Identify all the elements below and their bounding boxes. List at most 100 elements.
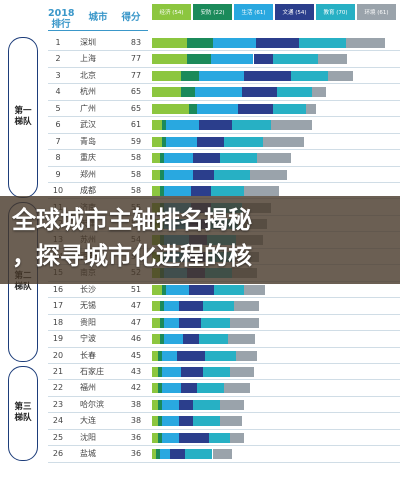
stacked-bar: [152, 383, 396, 394]
bar-segment: [212, 38, 257, 48]
table-row: 25 沈阳 36: [48, 430, 400, 447]
bar-segment: [202, 367, 231, 377]
bar-segment: [161, 399, 180, 410]
bar-segment: [210, 54, 254, 65]
city-cell: 长春: [80, 350, 96, 360]
score-cell: 47: [130, 317, 142, 327]
bar-segment: [189, 103, 197, 114]
bar-segment: [159, 301, 164, 312]
bar-segment: [228, 334, 256, 345]
stacked-bar: [152, 284, 396, 295]
bar-segment: [159, 153, 164, 164]
bar-segment: [191, 186, 211, 197]
table-row: 18 贵阳 47: [48, 315, 400, 332]
bar-segment: [273, 54, 318, 65]
bar-segment: [163, 169, 193, 180]
city-header: 城市: [88, 12, 108, 23]
legend-entry: 安防 (22): [193, 4, 232, 20]
bar-segment: [208, 432, 231, 443]
bar-segment: [214, 169, 250, 180]
bar-segment: [161, 383, 182, 394]
bar-segment: [163, 317, 180, 328]
bar-segment: [243, 186, 279, 197]
table-row: 22 福州 42: [48, 380, 400, 397]
legend-entry: 教育 (70): [316, 4, 355, 20]
stacked-bar: [152, 153, 396, 164]
row-divider: [48, 412, 400, 414]
bar-segment: [159, 334, 164, 345]
city-cell: 北京: [80, 70, 96, 80]
bar-segment: [163, 334, 184, 345]
bar-segment: [299, 38, 347, 48]
rank-cell: 9: [55, 169, 61, 179]
headline-line-2: ，探寻城市化进程的核: [12, 242, 252, 270]
bar-segment: [152, 317, 160, 328]
bar-segment: [210, 186, 244, 197]
city-cell: 哈尔滨: [80, 399, 104, 409]
table-row: 3 北京 77: [48, 68, 400, 85]
bar-segment: [181, 383, 197, 394]
rank-cell: 17: [52, 301, 64, 311]
bar-segment: [152, 38, 188, 48]
bar-segment: [157, 416, 162, 427]
legend-entry: 环境 (61): [357, 4, 396, 20]
row-divider: [48, 66, 400, 68]
city-cell: 深圳: [80, 38, 96, 47]
table-row: 24 大连 38: [48, 413, 400, 430]
bar-segment: [196, 136, 225, 147]
stacked-bar: [152, 87, 396, 98]
bar-segment: [257, 153, 291, 164]
row-divider: [48, 346, 400, 348]
bar-segment: [152, 87, 182, 98]
bar-segment: [165, 284, 190, 295]
score-cell: 36: [130, 432, 142, 442]
row-divider: [48, 313, 400, 315]
score-header: 得分: [121, 12, 141, 23]
city-cell: 郑州: [80, 169, 96, 179]
city-cell: 杭州: [80, 87, 96, 97]
bar-segment: [159, 449, 170, 460]
bar-segment: [185, 449, 213, 460]
row-divider: [48, 132, 400, 134]
bar-segment: [161, 367, 182, 377]
stacked-bar: [152, 70, 396, 81]
rank-cell: 3: [55, 70, 61, 80]
bar-segment: [152, 399, 158, 410]
bar-segment: [161, 432, 180, 443]
bar-segment: [179, 432, 209, 443]
bar-segment: [152, 449, 156, 460]
city-cell: 宁波: [80, 334, 96, 344]
table-row: 6 武汉 61: [48, 117, 400, 134]
bar-segment: [157, 350, 162, 361]
city-cell: 石家庄: [80, 367, 104, 376]
bar-segment: [230, 317, 260, 328]
bar-segment: [202, 301, 234, 312]
row-divider: [48, 99, 400, 101]
rank-cell: 24: [52, 416, 64, 426]
bar-segment: [192, 169, 215, 180]
bar-segment: [214, 284, 244, 295]
bar-segment: [152, 120, 162, 131]
bar-segment: [306, 103, 316, 114]
stacked-bar: [152, 103, 396, 114]
bar-segment: [152, 350, 158, 361]
headline-line-1: 全球城市主轴排名揭秘: [12, 206, 252, 234]
bar-segment: [235, 350, 258, 361]
bar-segment: [161, 416, 180, 427]
score-cell: 45: [130, 350, 142, 360]
bar-segment: [249, 169, 287, 180]
rank-cell: 26: [52, 449, 64, 459]
row-divider: [48, 379, 400, 381]
bar-segment: [256, 38, 300, 48]
rank-cell: 2: [55, 54, 61, 64]
tier-bracket: [8, 366, 38, 461]
rank-cell: 10: [52, 186, 64, 196]
bar-segment: [152, 103, 190, 114]
rank-cell: 4: [55, 87, 61, 97]
bar-segment: [187, 38, 213, 48]
bar-segment: [152, 54, 188, 65]
bar-segment: [161, 120, 166, 131]
city-cell: 武汉: [80, 120, 96, 130]
bar-segment: [152, 186, 160, 197]
bar-segment: [152, 169, 160, 180]
